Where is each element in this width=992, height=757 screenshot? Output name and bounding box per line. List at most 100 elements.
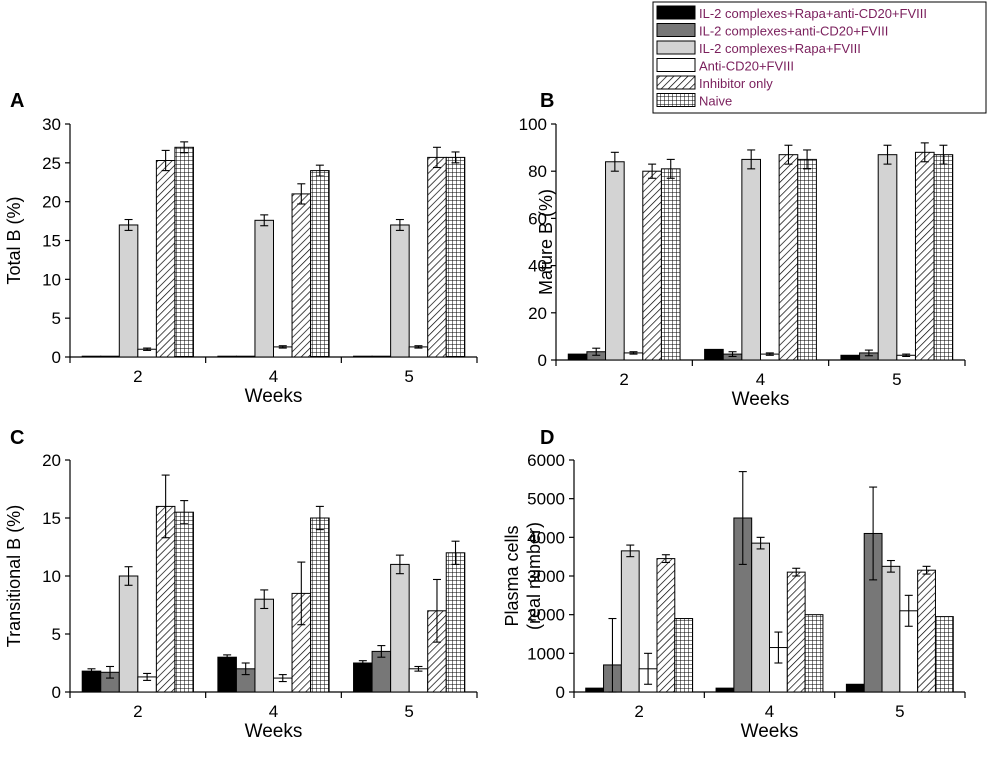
bar-d-s6-w2 (674, 618, 694, 693)
bar-a-s5-w4 (291, 193, 312, 358)
legend-label: Naive (699, 94, 732, 109)
legend-swatch (656, 5, 696, 20)
x-tick-label: 4 (765, 702, 774, 721)
error-bar (161, 149, 170, 172)
y-tick-label: 0 (52, 683, 61, 702)
bar-b-s1-w2 (567, 353, 588, 361)
y-tick-label: 5 (52, 625, 61, 644)
legend-label: IL-2 complexes+Rapa+anti-CD20+FVIII (699, 6, 927, 21)
bar-d-s6-w4 (804, 614, 824, 693)
legend-swatch (656, 40, 696, 55)
x-axis-label: Weeks (245, 721, 303, 742)
error-bar (747, 149, 756, 170)
y-tick-label: 25 (42, 154, 61, 173)
panel-letter: C (10, 427, 24, 449)
error-bar (920, 142, 929, 163)
bar-c-s1-w4 (217, 656, 237, 693)
x-tick-label: 5 (404, 367, 413, 386)
y-tick-label: 0 (538, 351, 547, 370)
bar-c-s1-w5 (353, 662, 373, 693)
x-axis-label: Weeks (245, 386, 303, 407)
bar-c-s3-w5 (390, 563, 410, 693)
y-tick-label: 2000 (527, 606, 565, 625)
bar-b-s1-w4 (704, 348, 724, 361)
error-bar (922, 565, 931, 575)
y-tick-label: 30 (42, 115, 61, 134)
legend-swatch (656, 58, 696, 72)
bar-c-s4-w5 (408, 668, 429, 693)
legend-item-5: Inhibitor only (656, 75, 773, 91)
bar-a-s5-w2 (155, 160, 176, 358)
error-bar (629, 351, 638, 355)
panel-letter: B (540, 90, 554, 112)
x-tick-label: 4 (269, 367, 278, 386)
error-bar (432, 146, 441, 169)
bar-c-s6-w2 (174, 511, 194, 693)
bar-b-s3-w5 (877, 154, 898, 361)
y-tick-label: 5000 (527, 490, 565, 509)
panel-letter: D (540, 427, 554, 449)
bar-d-s1-w4 (715, 687, 735, 693)
x-axis-label: Weeks (741, 721, 799, 742)
y-axis-label: Transitional B (%) (4, 505, 24, 647)
error-bar (260, 589, 269, 610)
error-bar (297, 183, 306, 205)
bar-a-s3-w2 (118, 224, 139, 358)
error-bar (161, 474, 170, 539)
error-bar (223, 654, 232, 661)
bar-b-s3-w4 (741, 158, 762, 361)
legend-swatch (656, 93, 696, 107)
y-tick-label: 3000 (527, 567, 565, 586)
error-bar (661, 554, 670, 564)
error-bar (358, 660, 367, 666)
error-bar (451, 151, 460, 164)
error-bar (592, 347, 601, 356)
error-bar (143, 347, 152, 351)
error-bar (774, 631, 783, 664)
y-tick-label: 20 (42, 451, 61, 470)
error-bar (180, 500, 189, 525)
y-tick-label: 1000 (527, 644, 565, 663)
bar-a-s6-w5 (445, 156, 466, 358)
bar-a-s3-w5 (390, 224, 410, 358)
error-bar (241, 662, 250, 676)
error-bar (792, 567, 801, 577)
error-bar (939, 144, 948, 165)
bar-a-s2-w4 (235, 355, 256, 358)
error-bar (315, 505, 324, 531)
y-tick-label: 10 (42, 567, 61, 586)
bar-c-s6-w5 (445, 552, 466, 693)
error-bar (377, 645, 386, 658)
legend-item-1: IL-2 complexes+Rapa+anti-CD20+FVIII (656, 5, 927, 21)
x-tick-label: 2 (634, 702, 643, 721)
error-bar (904, 594, 913, 627)
bar-c-s3-w2 (118, 575, 139, 693)
legend-item-2: IL-2 complexes+anti-CD20+FVIII (656, 23, 888, 39)
error-bar (260, 214, 269, 227)
y-tick-label: 100 (519, 115, 547, 134)
error-bar (886, 559, 895, 573)
error-bar (395, 218, 404, 231)
error-bar (610, 151, 619, 172)
error-bar (883, 144, 892, 165)
chart-panel-b: 0 20 40 60 80 100 2 4 5 Weeks Mature B (%) B (519, 90, 966, 410)
bar-b-s5-w4 (778, 154, 799, 361)
error-bar (143, 672, 152, 681)
bar-d-s1-w5 (845, 683, 865, 693)
bar-b-s3-w2 (605, 161, 625, 361)
error-bar (414, 665, 423, 672)
error-bar (395, 554, 404, 575)
error-bar (608, 617, 617, 693)
y-tick-label: 4000 (527, 528, 565, 547)
y-tick-label: 15 (42, 509, 61, 528)
legend-label: Anti-CD20+FVIII (699, 59, 794, 74)
chart-panel-a: 0 5 10 15 20 25 30 2 4 5 Weeks Total B (%) A (4, 90, 478, 407)
bar-d-s5-w4 (786, 571, 806, 693)
error-bar (87, 668, 96, 674)
error-bar (765, 352, 774, 356)
y-tick-label: 0 (556, 683, 565, 702)
y-tick-label: 40 (528, 257, 547, 276)
legend-item-4: Anti-CD20+FVIII (656, 58, 794, 74)
bar-b-s6-w2 (660, 168, 681, 361)
